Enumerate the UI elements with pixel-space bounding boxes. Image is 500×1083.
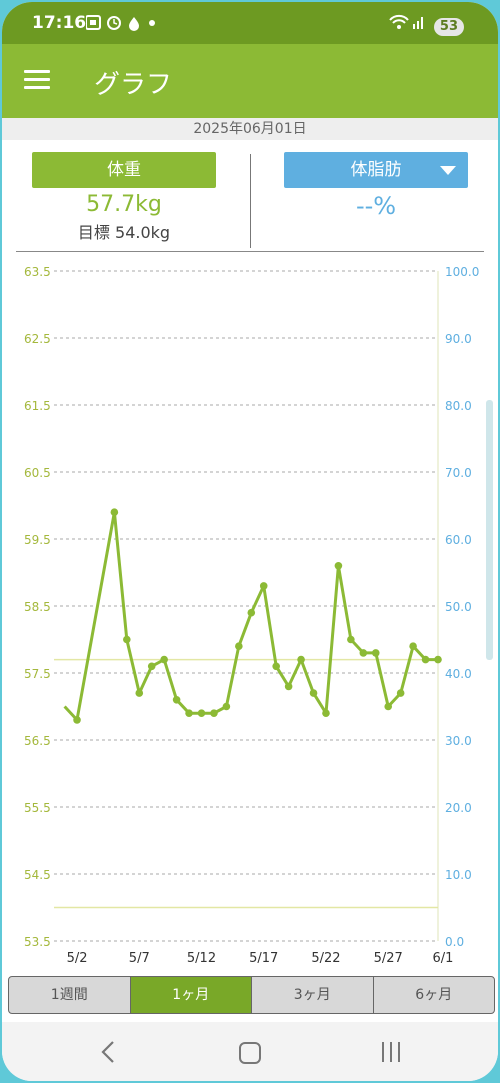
weight-data-point [359, 649, 368, 657]
app-bar: グラフ [2, 44, 498, 118]
weight-data-point [210, 709, 218, 717]
weight-data-point [409, 642, 417, 650]
body-fat-panel: 体脂肪 --% [284, 152, 468, 220]
y-right-tick-label: 60.0 [445, 533, 472, 547]
alarm-icon [107, 16, 121, 30]
cell-signal-icon [412, 24, 415, 29]
drop-icon [129, 17, 139, 31]
x-tick-label: 5/2 [67, 951, 88, 966]
y-left-tick-label: 62.5 [24, 332, 51, 346]
home-icon[interactable] [239, 1042, 261, 1064]
x-tick-label: 5/27 [374, 951, 403, 966]
status-bar: 17:16 53 [2, 2, 498, 44]
weight-data-point [147, 662, 156, 671]
y-right-tick-label: 80.0 [445, 399, 472, 413]
period-tabs: 1週間 1ヶ月 3ヶ月 6ヶ月 [8, 976, 495, 1014]
weight-data-point [259, 582, 268, 590]
weight-data-point [384, 702, 393, 711]
y-right-tick-label: 70.0 [445, 466, 472, 480]
weight-data-point [421, 655, 430, 664]
y-left-tick-label: 55.5 [24, 801, 51, 815]
status-right: 53 [388, 14, 464, 36]
weight-goal: 目標 54.0kg [77, 223, 171, 242]
weight-data-point [334, 562, 343, 570]
weight-data-point [123, 635, 131, 644]
status-time: 17:16 [32, 13, 87, 33]
date-label: 2025年06月01日 [2, 118, 498, 140]
y-right-tick-label: 20.0 [445, 801, 472, 815]
y-left-tick-label: 60.5 [24, 466, 51, 480]
weight-button[interactable]: 体重 [32, 152, 216, 188]
x-tick-label: 6/1 [433, 951, 454, 966]
weight-data-point [235, 642, 243, 650]
back-icon[interactable] [99, 1040, 117, 1064]
battery-indicator: 53 [433, 18, 464, 36]
wifi-icon [389, 14, 423, 29]
y-left-tick-label: 57.5 [24, 667, 51, 681]
tab-3[interactable]: 6ヶ月 [372, 976, 495, 1014]
weight-panel: 体重 57.7kg 目標 54.0kg [32, 152, 216, 243]
y-left-tick-label: 53.5 [24, 935, 51, 949]
x-tick-label: 5/22 [311, 951, 340, 966]
weight-data-point [197, 709, 206, 717]
weight-data-point [322, 709, 330, 717]
weight-data-point [434, 655, 442, 664]
weight-chart: 63.5 100.0 62.5 90.0 61.5 80.0 60.5 70.0 59.5 60.… [24, 265, 479, 966]
weight-data-point [371, 649, 380, 657]
weight-data-point [172, 696, 181, 704]
weight-value: 57.7kg [86, 192, 162, 217]
y-left-tick-label: 61.5 [24, 399, 51, 413]
header-divider [16, 251, 484, 252]
x-tick-label: 5/12 [187, 951, 216, 966]
dot-icon [149, 20, 155, 26]
tab-2[interactable]: 3ヶ月 [251, 976, 374, 1014]
menu-icon[interactable] [24, 70, 50, 90]
weight-data-point [73, 716, 81, 724]
recent-apps-icon[interactable] [380, 1042, 402, 1062]
weight-data-point [309, 689, 318, 697]
weight-data-point [160, 655, 168, 664]
weight-data-point [297, 655, 305, 664]
status-icons [85, 14, 176, 36]
dropdown-arrow-icon [440, 166, 456, 175]
page-title: グラフ [94, 70, 173, 100]
y-left-tick-label: 59.5 [24, 533, 51, 547]
tab-0[interactable]: 1週間 [8, 976, 131, 1014]
y-right-tick-label: 90.0 [445, 332, 472, 346]
y-left-tick-label: 56.5 [24, 734, 51, 748]
weight-data-point [222, 702, 231, 711]
y-left-tick-label: 54.5 [24, 868, 51, 882]
weight-data-point [110, 508, 119, 516]
weight-data-point [185, 709, 193, 717]
y-right-tick-label: 0.0 [445, 935, 464, 949]
tab-1[interactable]: 1ヶ月 [129, 976, 252, 1014]
scrollbar[interactable] [486, 400, 493, 660]
notification-icons [85, 15, 155, 31]
weight-data-point [396, 689, 405, 697]
y-right-tick-label: 40.0 [445, 667, 472, 681]
nav-bar [2, 1022, 498, 1081]
x-tick-label: 5/7 [129, 951, 150, 966]
weight-data-point [284, 682, 293, 691]
y-right-tick-label: 30.0 [445, 734, 472, 748]
x-tick-label: 5/17 [249, 951, 278, 966]
body-fat-value: --% [355, 192, 397, 220]
screenshot-icon [85, 15, 101, 30]
weight-data-point [135, 689, 144, 697]
weight-data-point [272, 662, 280, 671]
body-fat-label: 体脂肪 [350, 160, 402, 180]
weight-data-point [347, 635, 355, 644]
body-fat-dropdown[interactable]: 体脂肪 [284, 152, 468, 188]
y-right-tick-label: 50.0 [445, 600, 472, 614]
panel-divider [250, 154, 251, 248]
y-left-tick-label: 63.5 [24, 265, 51, 279]
y-right-tick-label: 10.0 [445, 868, 472, 882]
weight-data-point [247, 608, 256, 617]
y-left-tick-label: 58.5 [24, 600, 51, 614]
y-right-tick-label: 100.0 [445, 265, 479, 279]
